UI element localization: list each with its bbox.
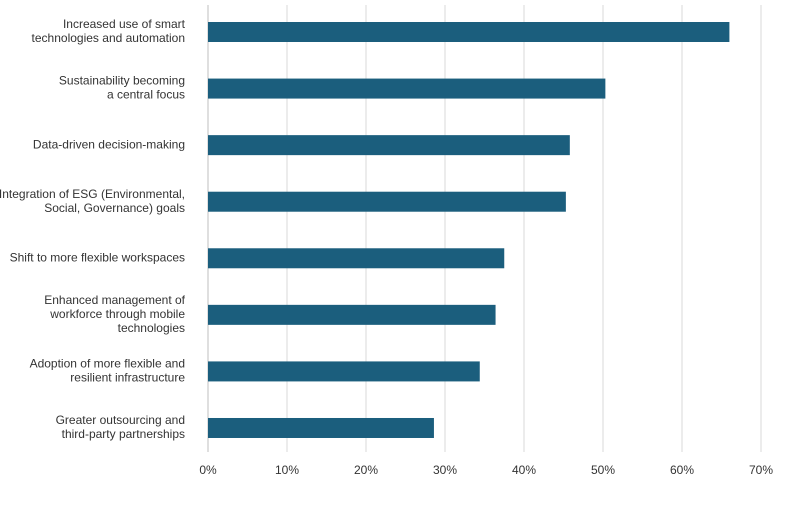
category-label: Integration of ESG (Environmental, Social… (0, 187, 185, 215)
grid-layer (207, 5, 762, 452)
bar-layer (208, 22, 730, 438)
bar (208, 361, 480, 382)
category-label: Data-driven decision-making (33, 137, 185, 151)
category-label: Sustainability becoming a central focus (59, 74, 185, 102)
bar (208, 22, 730, 42)
category-labels: Increased use of smart technologies and a… (0, 17, 186, 441)
x-axis-ticks: 0% 10% 20% 30% 40% 50% 60% 70% (199, 463, 773, 477)
category-label-line: a central focus (107, 88, 185, 102)
category-label-line: Shift to more flexible workspaces (10, 250, 185, 264)
x-tick-label: 20% (354, 463, 378, 477)
category-label-line: workforce through mobile (49, 307, 185, 321)
x-tick-label: 40% (512, 463, 536, 477)
x-tick-label: 0% (199, 463, 217, 477)
category-label-line: Enhanced management of (44, 293, 185, 307)
x-tick-label: 30% (433, 463, 457, 477)
category-label: Adoption of more flexible and resilient i… (30, 357, 186, 385)
category-label: Increased use of smart technologies and a… (32, 17, 186, 45)
category-label-line: resilient infrastructure (70, 371, 185, 385)
category-label-line: Social, Governance) goals (44, 201, 185, 215)
bar (208, 417, 434, 438)
x-tick-label: 50% (591, 463, 615, 477)
category-label: Greater outsourcing and third-party partn… (56, 413, 185, 441)
category-label-line: Sustainability becoming (59, 74, 185, 88)
category-label-line: technologies and automation (32, 31, 185, 45)
category-label-line: third-party partnerships (62, 427, 185, 441)
category-label-line: technologies (118, 321, 185, 335)
category-label-line: Increased use of smart (63, 17, 186, 31)
bar (208, 135, 570, 156)
category-label-line: Integration of ESG (Environmental, (0, 187, 185, 201)
bar (208, 78, 606, 99)
category-label-line: Greater outsourcing and (56, 413, 185, 427)
bar (208, 191, 566, 212)
x-tick-label: 70% (749, 463, 773, 477)
category-label-line: Adoption of more flexible and (30, 357, 185, 371)
x-tick-label: 60% (670, 463, 694, 477)
bar (208, 304, 496, 325)
x-tick-label: 10% (275, 463, 299, 477)
category-label: Enhanced management of workforce through … (44, 293, 185, 335)
category-label: Shift to more flexible workspaces (10, 250, 185, 264)
category-label-line: Data-driven decision-making (33, 137, 185, 151)
bar (208, 248, 505, 269)
